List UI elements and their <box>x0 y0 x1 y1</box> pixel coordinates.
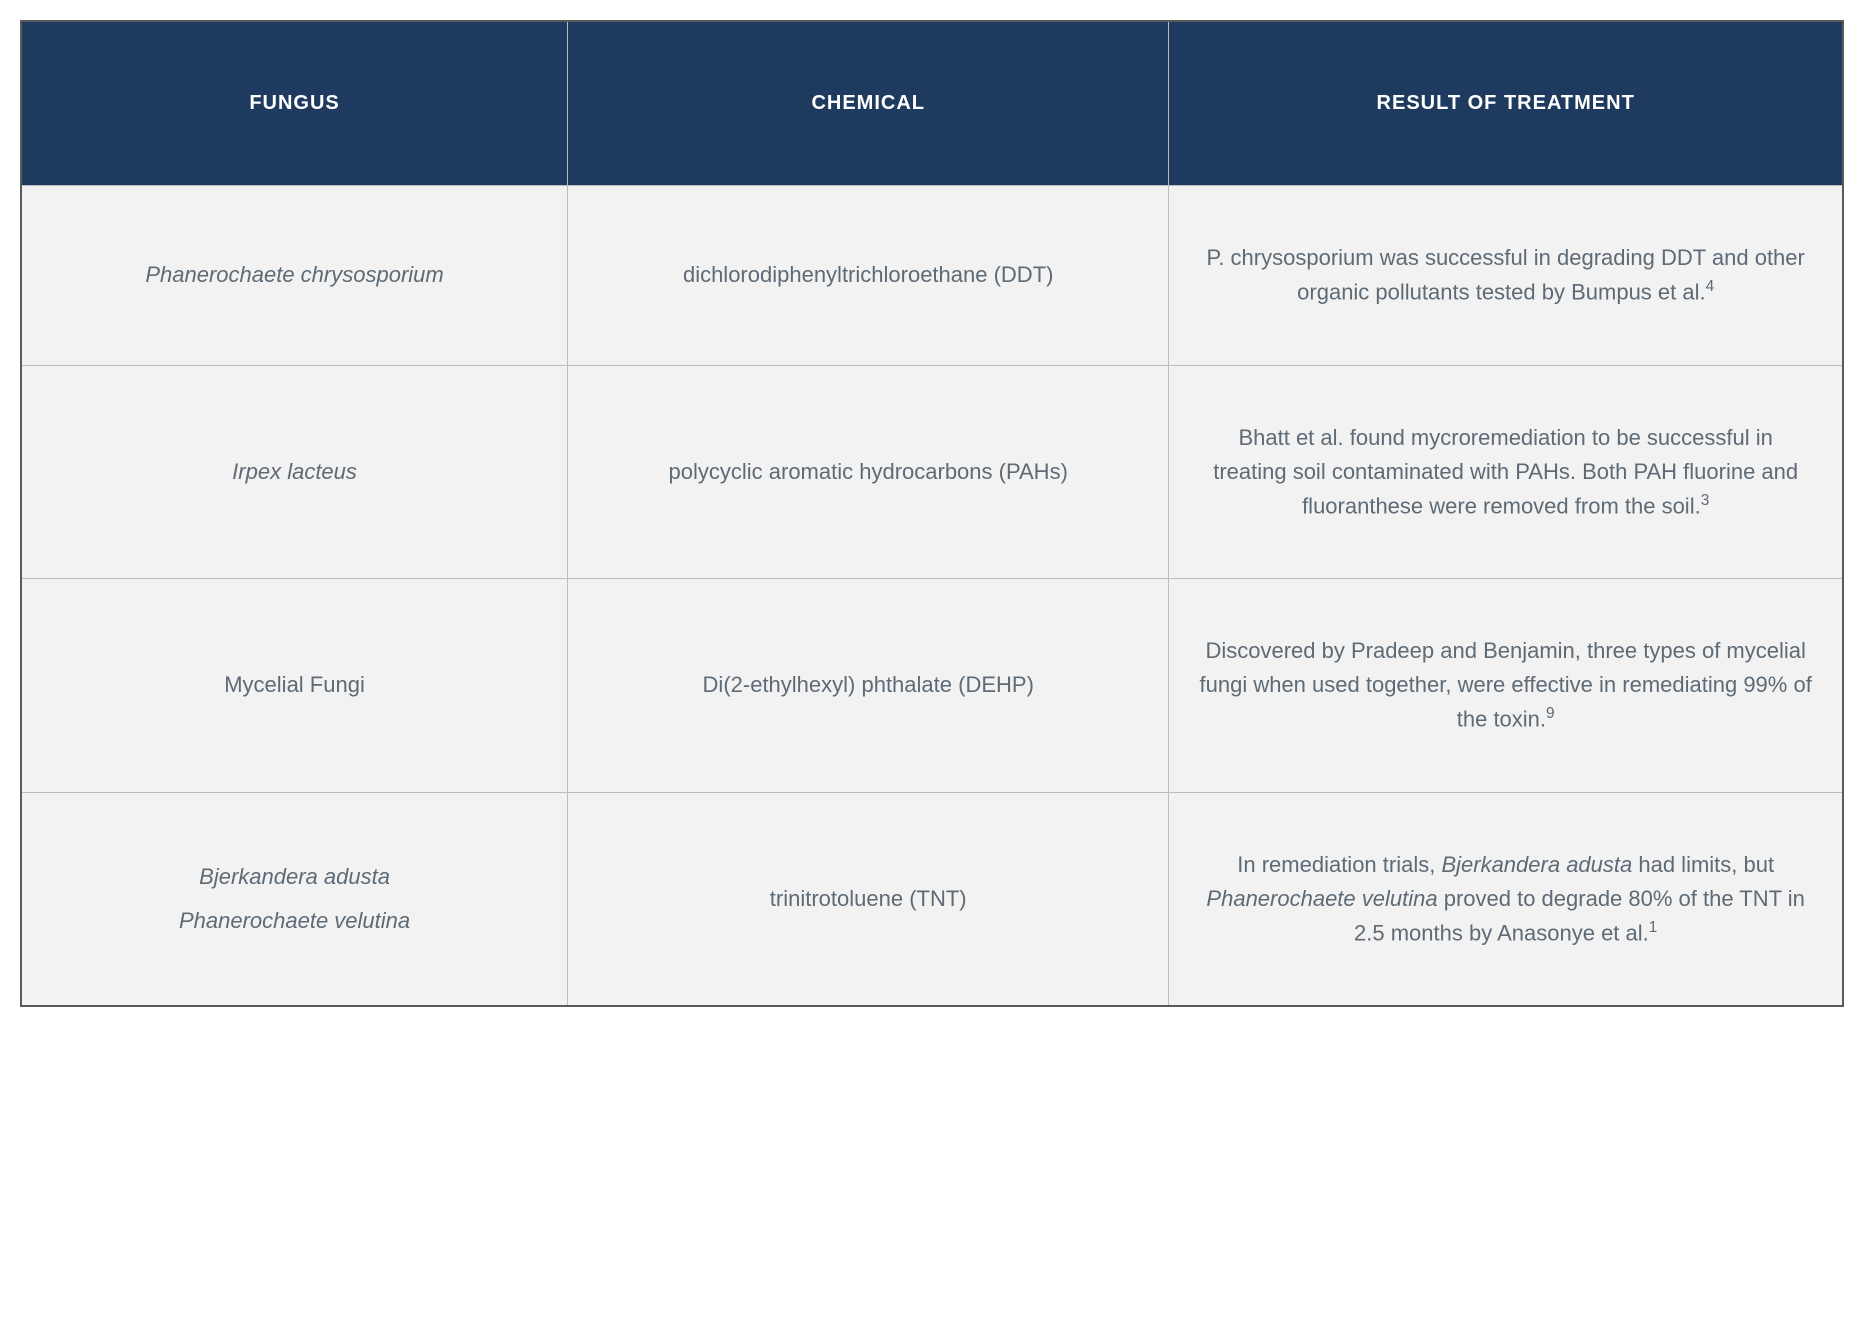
table-body: Phanerochaete chrysosporium dichlorodiphe… <box>21 186 1843 1007</box>
mycoremediation-table: FUNGUS CHEMICAL RESULT OF TREATMENT Phan… <box>20 20 1844 1007</box>
result-cell: Discovered by Pradeep and Benjamin, thre… <box>1169 579 1843 793</box>
result-cell: Bhatt et al. found mycroremediation to b… <box>1169 365 1843 579</box>
citation-superscript: 3 <box>1701 492 1710 509</box>
column-header-result: RESULT OF TREATMENT <box>1169 21 1843 186</box>
citation-superscript: 4 <box>1706 278 1715 295</box>
chemical-cell: trinitrotoluene (TNT) <box>568 792 1169 1006</box>
result-text: P. chrysosporium was successful in degra… <box>1206 245 1804 304</box>
citation-superscript: 1 <box>1649 919 1658 936</box>
result-text: Phanerochaete velutina <box>1206 886 1437 911</box>
fungus-cell: Phanerochaete chrysosporium <box>21 186 568 366</box>
column-header-chemical: CHEMICAL <box>568 21 1169 186</box>
chemical-cell: dichlorodiphenyltrichloroethane (DDT) <box>568 186 1169 366</box>
column-header-fungus: FUNGUS <box>21 21 568 186</box>
result-text: had limits, but <box>1632 852 1774 877</box>
result-text: Bjerkandera adusta <box>1441 852 1632 877</box>
fungus-name: Irpex lacteus <box>52 455 537 489</box>
result-text: Bhatt et al. found mycroremediation to b… <box>1213 425 1798 519</box>
citation-superscript: 9 <box>1546 705 1555 722</box>
result-text: In remediation trials, <box>1237 852 1441 877</box>
table-row: Irpex lacteus polycyclic aromatic hydroca… <box>21 365 1843 579</box>
result-cell: In remediation trials, Bjerkandera adust… <box>1169 792 1843 1006</box>
fungus-name: Phanerochaete velutina <box>52 904 537 938</box>
table-row: Mycelial Fungi Di(2-ethylhexyl) phthalate… <box>21 579 1843 793</box>
fungus-cell: Bjerkandera adusta Phanerochaete velutina <box>21 792 568 1006</box>
table-header: FUNGUS CHEMICAL RESULT OF TREATMENT <box>21 21 1843 186</box>
fungus-name: Phanerochaete chrysosporium <box>52 258 537 292</box>
fungus-cell: Irpex lacteus <box>21 365 568 579</box>
table-row: Phanerochaete chrysosporium dichlorodiphe… <box>21 186 1843 366</box>
result-cell: P. chrysosporium was successful in degra… <box>1169 186 1843 366</box>
fungus-name: Bjerkandera adusta <box>52 860 537 894</box>
table-row: Bjerkandera adustaPhanerochaete velutina… <box>21 792 1843 1006</box>
fungus-cell: Mycelial Fungi <box>21 579 568 793</box>
result-text: Discovered by Pradeep and Benjamin, thre… <box>1200 638 1812 732</box>
fungus-name: Mycelial Fungi <box>52 668 537 702</box>
chemical-cell: Di(2-ethylhexyl) phthalate (DEHP) <box>568 579 1169 793</box>
chemical-cell: polycyclic aromatic hydrocarbons (PAHs) <box>568 365 1169 579</box>
